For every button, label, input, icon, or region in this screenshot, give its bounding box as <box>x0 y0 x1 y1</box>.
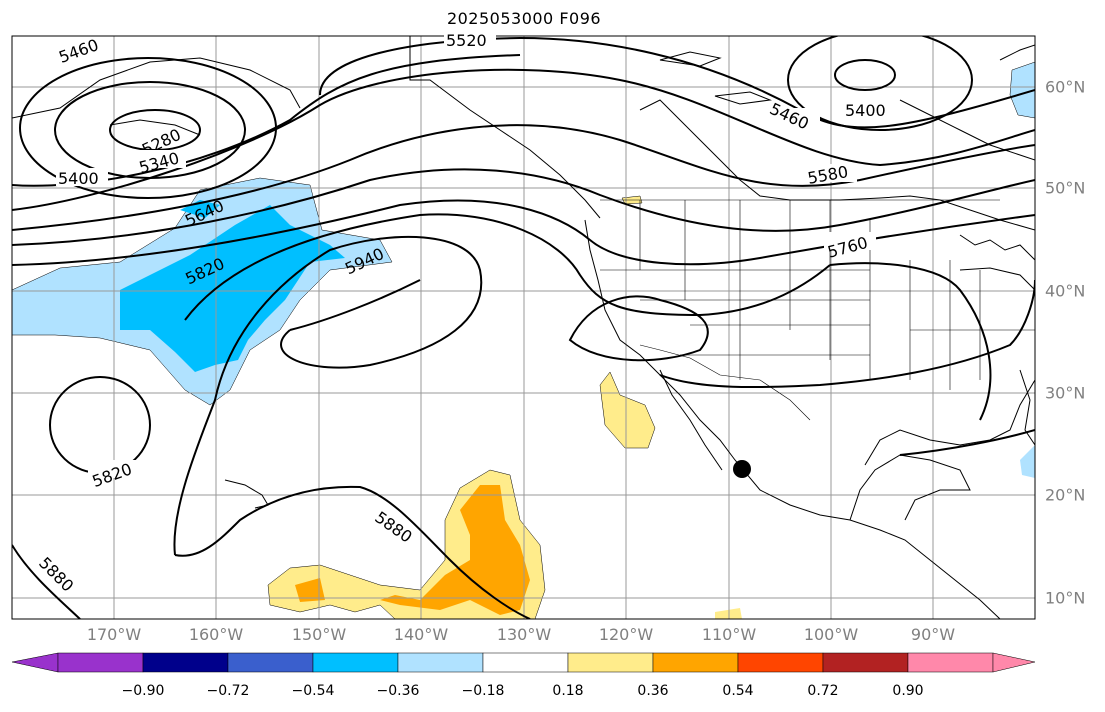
contour-label: 5400 <box>845 101 886 120</box>
colorbar-extend-low <box>11 652 59 673</box>
lon-label: 100°W <box>803 625 859 644</box>
lat-label: 40°N <box>1045 281 1086 301</box>
colorbar-tick-label: −0.54 <box>291 683 335 699</box>
map-title: 2025053000 F096 <box>446 9 602 28</box>
negative-anomaly-medium-area <box>120 200 345 372</box>
colorbar-tick-label: 0.36 <box>637 683 669 699</box>
lat-label: 10°N <box>1045 588 1086 608</box>
graticule <box>12 36 1035 619</box>
colorbar-tick-label: −0.36 <box>376 683 420 699</box>
coastlines <box>12 36 1035 619</box>
political-borders <box>600 199 1035 421</box>
lat-label: 50°N <box>1045 178 1086 198</box>
lon-label: 140°W <box>393 625 449 644</box>
lat-label: 30°N <box>1045 383 1086 403</box>
contour-label: 5460 <box>56 35 101 67</box>
lon-label: 120°W <box>598 625 654 644</box>
lon-label: 110°W <box>701 625 757 644</box>
lon-label: 130°W <box>496 625 552 644</box>
contour-label: 5880 <box>35 553 77 595</box>
colorbar-tick-label: 0.54 <box>722 683 754 699</box>
lon-label: 170°W <box>86 625 142 644</box>
lat-label: 20°N <box>1045 485 1086 505</box>
colorbar-tick-label: 0.18 <box>552 683 584 699</box>
contour-label: 5520 <box>446 31 487 50</box>
map-frame <box>11 35 1036 620</box>
colorbar-tick-label: −0.90 <box>121 683 165 699</box>
colorbar-tick-label: −0.72 <box>206 683 250 699</box>
contour-label: 5400 <box>58 169 99 188</box>
colorbar-tick-label: 0.90 <box>892 683 924 699</box>
contour-label: 5880 <box>371 508 415 547</box>
positive-anomaly-medium-area <box>295 485 530 615</box>
lat-label: 60°N <box>1045 77 1086 97</box>
colorbar-tick-label: 0.72 <box>807 683 839 699</box>
colorbar-extend-high <box>992 652 1036 673</box>
colorbar-tick-label: −0.18 <box>461 683 505 699</box>
lon-label: 150°W <box>291 625 347 644</box>
colorbar <box>11 652 1036 673</box>
storm-center-marker <box>733 460 751 478</box>
lon-label: 90°W <box>910 625 956 644</box>
lon-label: 160°W <box>188 625 244 644</box>
